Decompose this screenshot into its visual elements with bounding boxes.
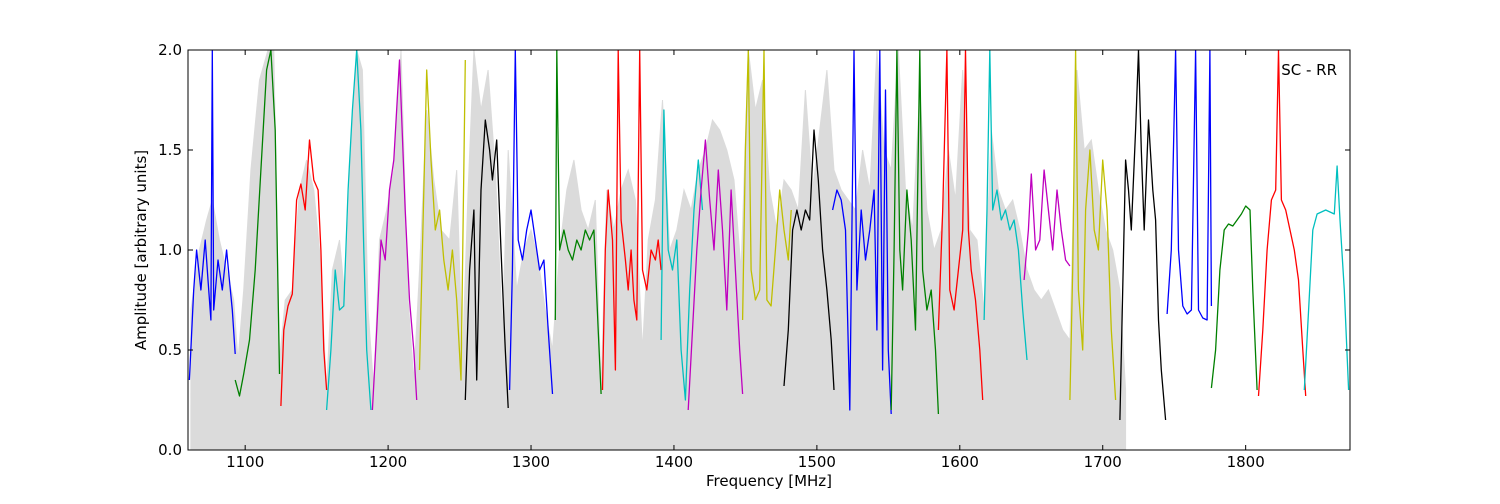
series-line-9 [554, 50, 602, 395]
series-line-17 [937, 50, 984, 401]
x-tick-label: 1100 [226, 453, 264, 471]
series-line-24 [1257, 50, 1307, 397]
y-tick-label: 1.5 [158, 141, 182, 159]
y-tick-label: 0.0 [158, 441, 182, 459]
series-line-13 [741, 50, 792, 321]
series-line-1 [188, 50, 236, 381]
series-line-3 [280, 139, 328, 407]
series-line-21 [1119, 50, 1167, 421]
x-axis: 1100 1200 1300 1400 1500 1600 1700 1800 [226, 50, 1265, 471]
y-tick-label: 0.5 [158, 341, 182, 359]
x-tick-label: 1700 [1084, 453, 1122, 471]
series-line-19 [1023, 169, 1071, 281]
y-axis: 0.0 0.5 1.0 1.5 2.0 [158, 41, 1350, 459]
series-line-25 [1303, 165, 1350, 391]
series-line-20 [1069, 50, 1117, 401]
y-tick-label: 1.0 [158, 241, 182, 259]
x-tick-label: 1400 [655, 453, 693, 471]
x-tick-label: 1200 [369, 453, 407, 471]
series-line-7 [464, 119, 509, 409]
series-line-10 [601, 50, 662, 391]
x-tick-label: 1300 [512, 453, 550, 471]
x-tick-label: 1800 [1227, 453, 1265, 471]
series-line-22 [1166, 50, 1213, 321]
x-axis-label: Frequency [MHz] [706, 472, 832, 490]
series-line-18 [983, 50, 1028, 361]
x-tick-label: 1500 [798, 453, 836, 471]
series-line-14 [783, 129, 835, 391]
series-line-12 [687, 139, 744, 411]
series-layer [188, 50, 1350, 421]
series-line-4 [325, 50, 372, 411]
series-line-6 [418, 59, 466, 381]
series-line-5 [371, 59, 418, 411]
x-tick-label: 1600 [941, 453, 979, 471]
series-line-16 [890, 50, 940, 415]
y-tick-label: 2.0 [158, 41, 182, 59]
chart-annotation: SC - RR [1281, 61, 1337, 79]
y-axis-label: Amplitude [arbitrary units] [132, 150, 150, 350]
series-line-8 [508, 50, 554, 395]
series-line-23 [1210, 205, 1258, 391]
series-line-11 [660, 109, 704, 401]
series-line-15 [831, 50, 892, 415]
series-line-2 [234, 50, 281, 397]
